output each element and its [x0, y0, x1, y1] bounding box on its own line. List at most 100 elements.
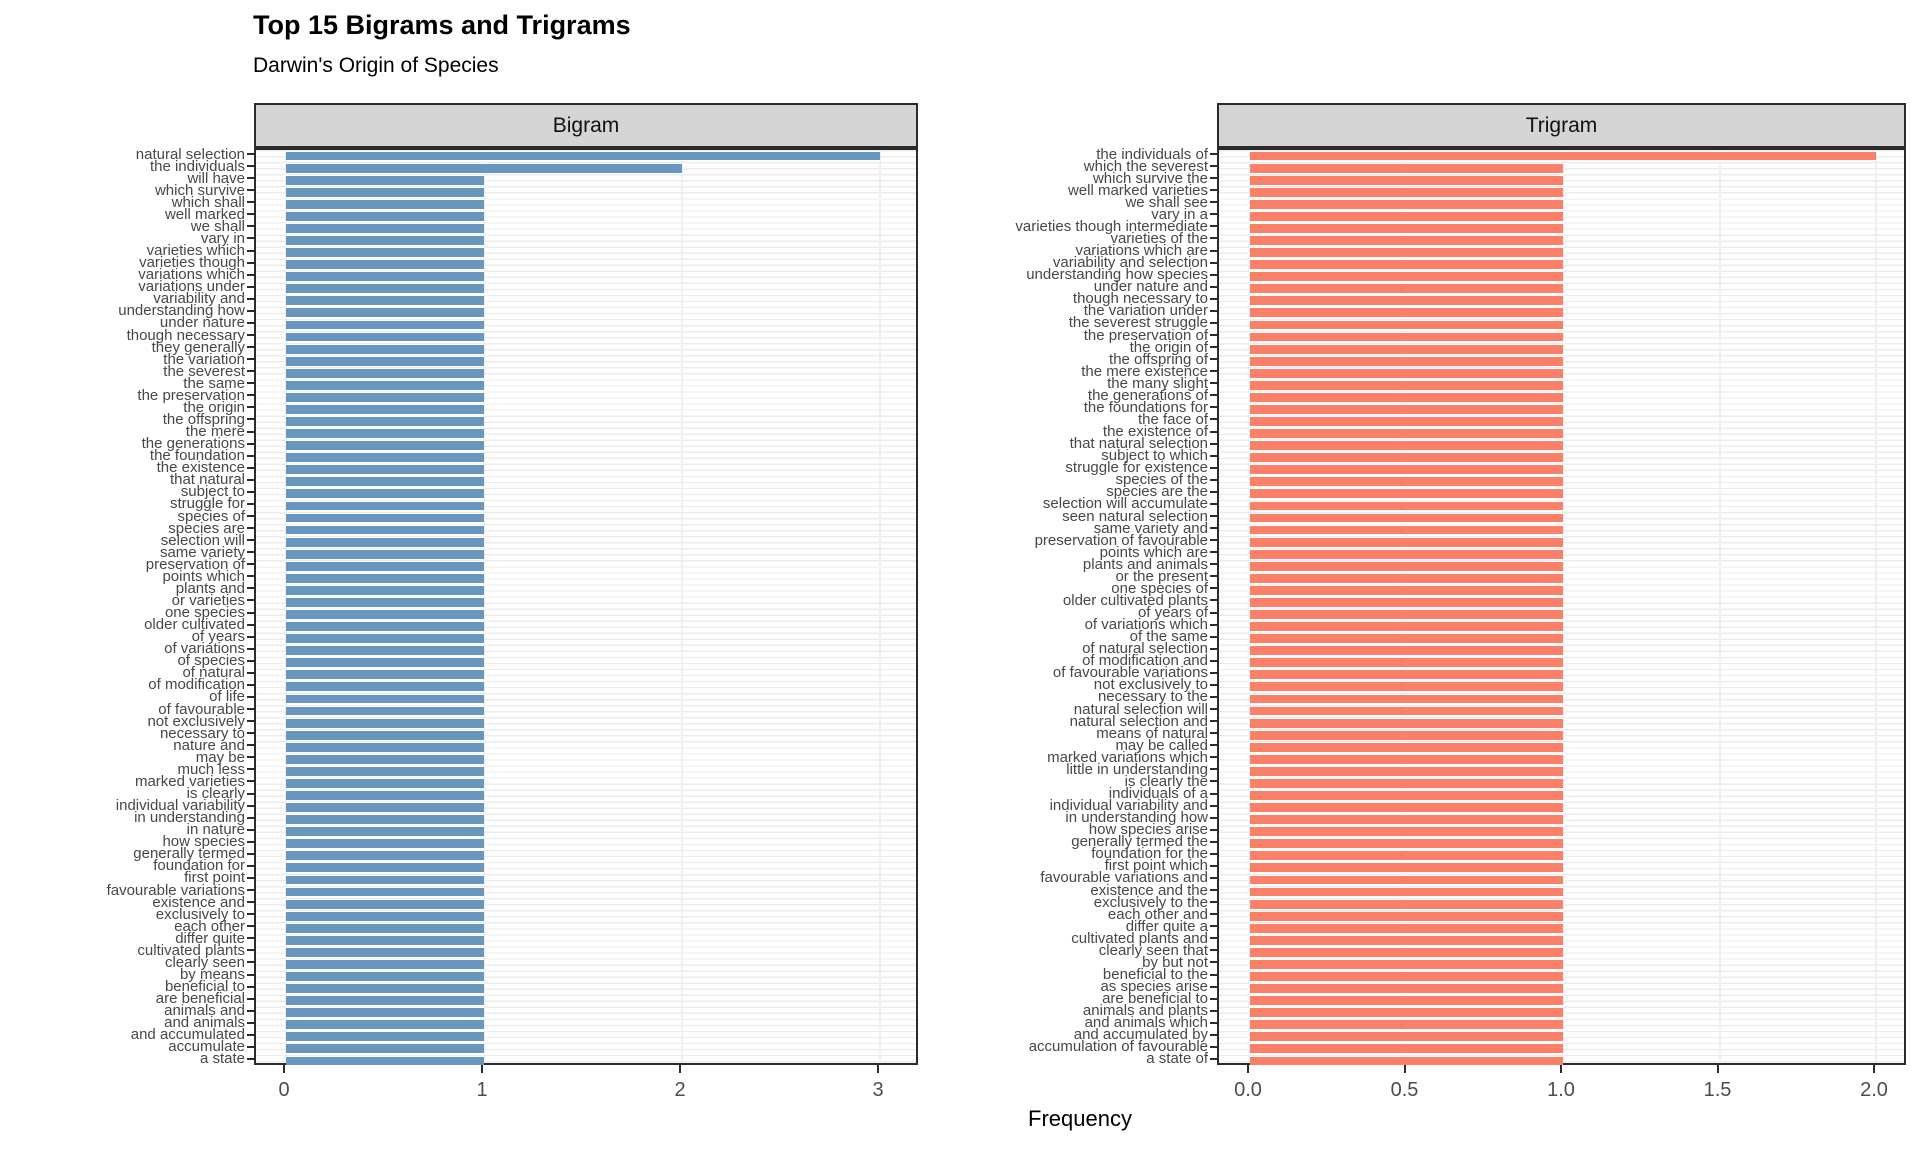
bar — [1250, 681, 1563, 693]
y-axis-label: nature and — [173, 736, 245, 754]
bar — [1250, 645, 1563, 657]
bar — [1250, 609, 1563, 620]
bar — [286, 790, 484, 801]
y-tick-mark — [1210, 611, 1217, 614]
y-axis-label: well marked — [164, 205, 245, 223]
y-tick-mark — [247, 490, 254, 493]
bar — [1250, 765, 1563, 777]
bar — [286, 862, 484, 874]
y-tick-mark — [247, 611, 254, 614]
bar — [1250, 283, 1563, 295]
bar — [286, 222, 484, 234]
bar — [1250, 946, 1563, 958]
y-tick-mark — [247, 997, 254, 1000]
bar — [286, 379, 484, 391]
y-tick-mark — [1210, 804, 1217, 807]
bar — [286, 476, 484, 488]
y-tick-mark — [1210, 913, 1217, 916]
y-tick-mark — [247, 635, 254, 638]
bar — [286, 609, 484, 620]
y-tick-mark — [1210, 382, 1217, 385]
y-tick-mark — [247, 708, 254, 711]
bar — [286, 645, 484, 657]
bar — [1250, 850, 1563, 862]
y-tick-mark — [247, 804, 254, 807]
y-axis-label: a state — [199, 1050, 245, 1068]
y-axis-label: of species — [177, 652, 245, 670]
y-tick-mark — [1210, 575, 1217, 578]
y-axis-label: the individuals — [149, 157, 245, 175]
y-axis-label: and accumulated — [130, 1026, 245, 1044]
bar — [1250, 657, 1563, 669]
y-axis-label: the severest — [163, 362, 245, 380]
bar — [1250, 174, 1563, 186]
bar — [286, 1043, 484, 1055]
gridline-x — [1562, 150, 1564, 1063]
bar — [286, 597, 484, 608]
y-tick-mark — [247, 587, 254, 590]
bar — [286, 826, 484, 838]
bar — [1250, 319, 1563, 331]
y-tick-mark — [247, 177, 254, 180]
y-axis-label: of variations — [164, 640, 245, 658]
x-tick-mark — [1873, 1065, 1875, 1073]
y-tick-mark — [1210, 358, 1217, 361]
y-axis-label: are beneficial — [155, 990, 245, 1008]
y-tick-mark — [247, 985, 254, 988]
y-tick-mark — [1210, 708, 1217, 711]
bar — [1250, 476, 1563, 488]
y-tick-mark — [1210, 346, 1217, 349]
bar — [286, 512, 484, 524]
bar — [1250, 355, 1563, 367]
bar — [1250, 922, 1563, 934]
y-axis-label: clearly seen — [164, 953, 245, 971]
y-tick-mark — [247, 418, 254, 421]
y-axis-label: we shall — [190, 217, 245, 235]
y-axis-label: species are — [168, 519, 245, 537]
bar — [286, 995, 484, 1007]
y-tick-mark — [1210, 816, 1217, 819]
bar — [286, 946, 484, 958]
y-tick-mark — [247, 720, 254, 723]
y-tick-mark — [247, 539, 254, 542]
bar — [286, 524, 484, 536]
x-tick-label: 3 — [872, 1079, 884, 1101]
bar — [1250, 247, 1563, 258]
y-tick-mark — [247, 575, 254, 578]
y-tick-mark — [1210, 237, 1217, 240]
facet-strip-trigram: Trigram — [1217, 103, 1906, 148]
bar — [1250, 500, 1563, 512]
y-tick-mark — [1210, 249, 1217, 252]
x-tick-mark — [283, 1065, 285, 1073]
y-tick-mark — [1210, 852, 1217, 855]
y-tick-mark — [1210, 321, 1217, 324]
y-tick-mark — [247, 1045, 254, 1048]
y-axis-label: differ quite — [175, 929, 245, 947]
y-axis-label: accumulate — [168, 1038, 245, 1056]
y-tick-mark — [1210, 442, 1217, 445]
bar — [286, 681, 484, 693]
y-tick-mark — [247, 165, 254, 168]
bar-layer — [1219, 150, 1904, 1067]
y-tick-mark — [1210, 539, 1217, 542]
y-axis-label: the preservation — [137, 386, 245, 404]
y-axis-label: struggle for — [169, 495, 245, 513]
y-axis-label: the offspring — [162, 410, 245, 428]
y-axis-label: animals and — [164, 1002, 245, 1020]
y-tick-mark — [247, 153, 254, 156]
facet-strip-bigram: Bigram — [254, 103, 918, 148]
y-axis-label: existence and — [152, 893, 245, 911]
y-tick-mark — [247, 937, 254, 940]
y-tick-mark — [1210, 309, 1217, 312]
y-tick-mark — [247, 478, 254, 481]
bar — [286, 259, 484, 271]
y-tick-mark — [247, 671, 254, 674]
bar — [1250, 560, 1563, 572]
y-tick-mark — [247, 189, 254, 192]
y-axis-label: how species — [162, 833, 245, 851]
y-tick-mark — [1210, 430, 1217, 433]
y-axis-label: older cultivated — [144, 616, 245, 634]
y-tick-mark — [1210, 1057, 1217, 1060]
y-axis-label: the generations — [141, 435, 245, 453]
y-tick-mark — [247, 213, 254, 216]
